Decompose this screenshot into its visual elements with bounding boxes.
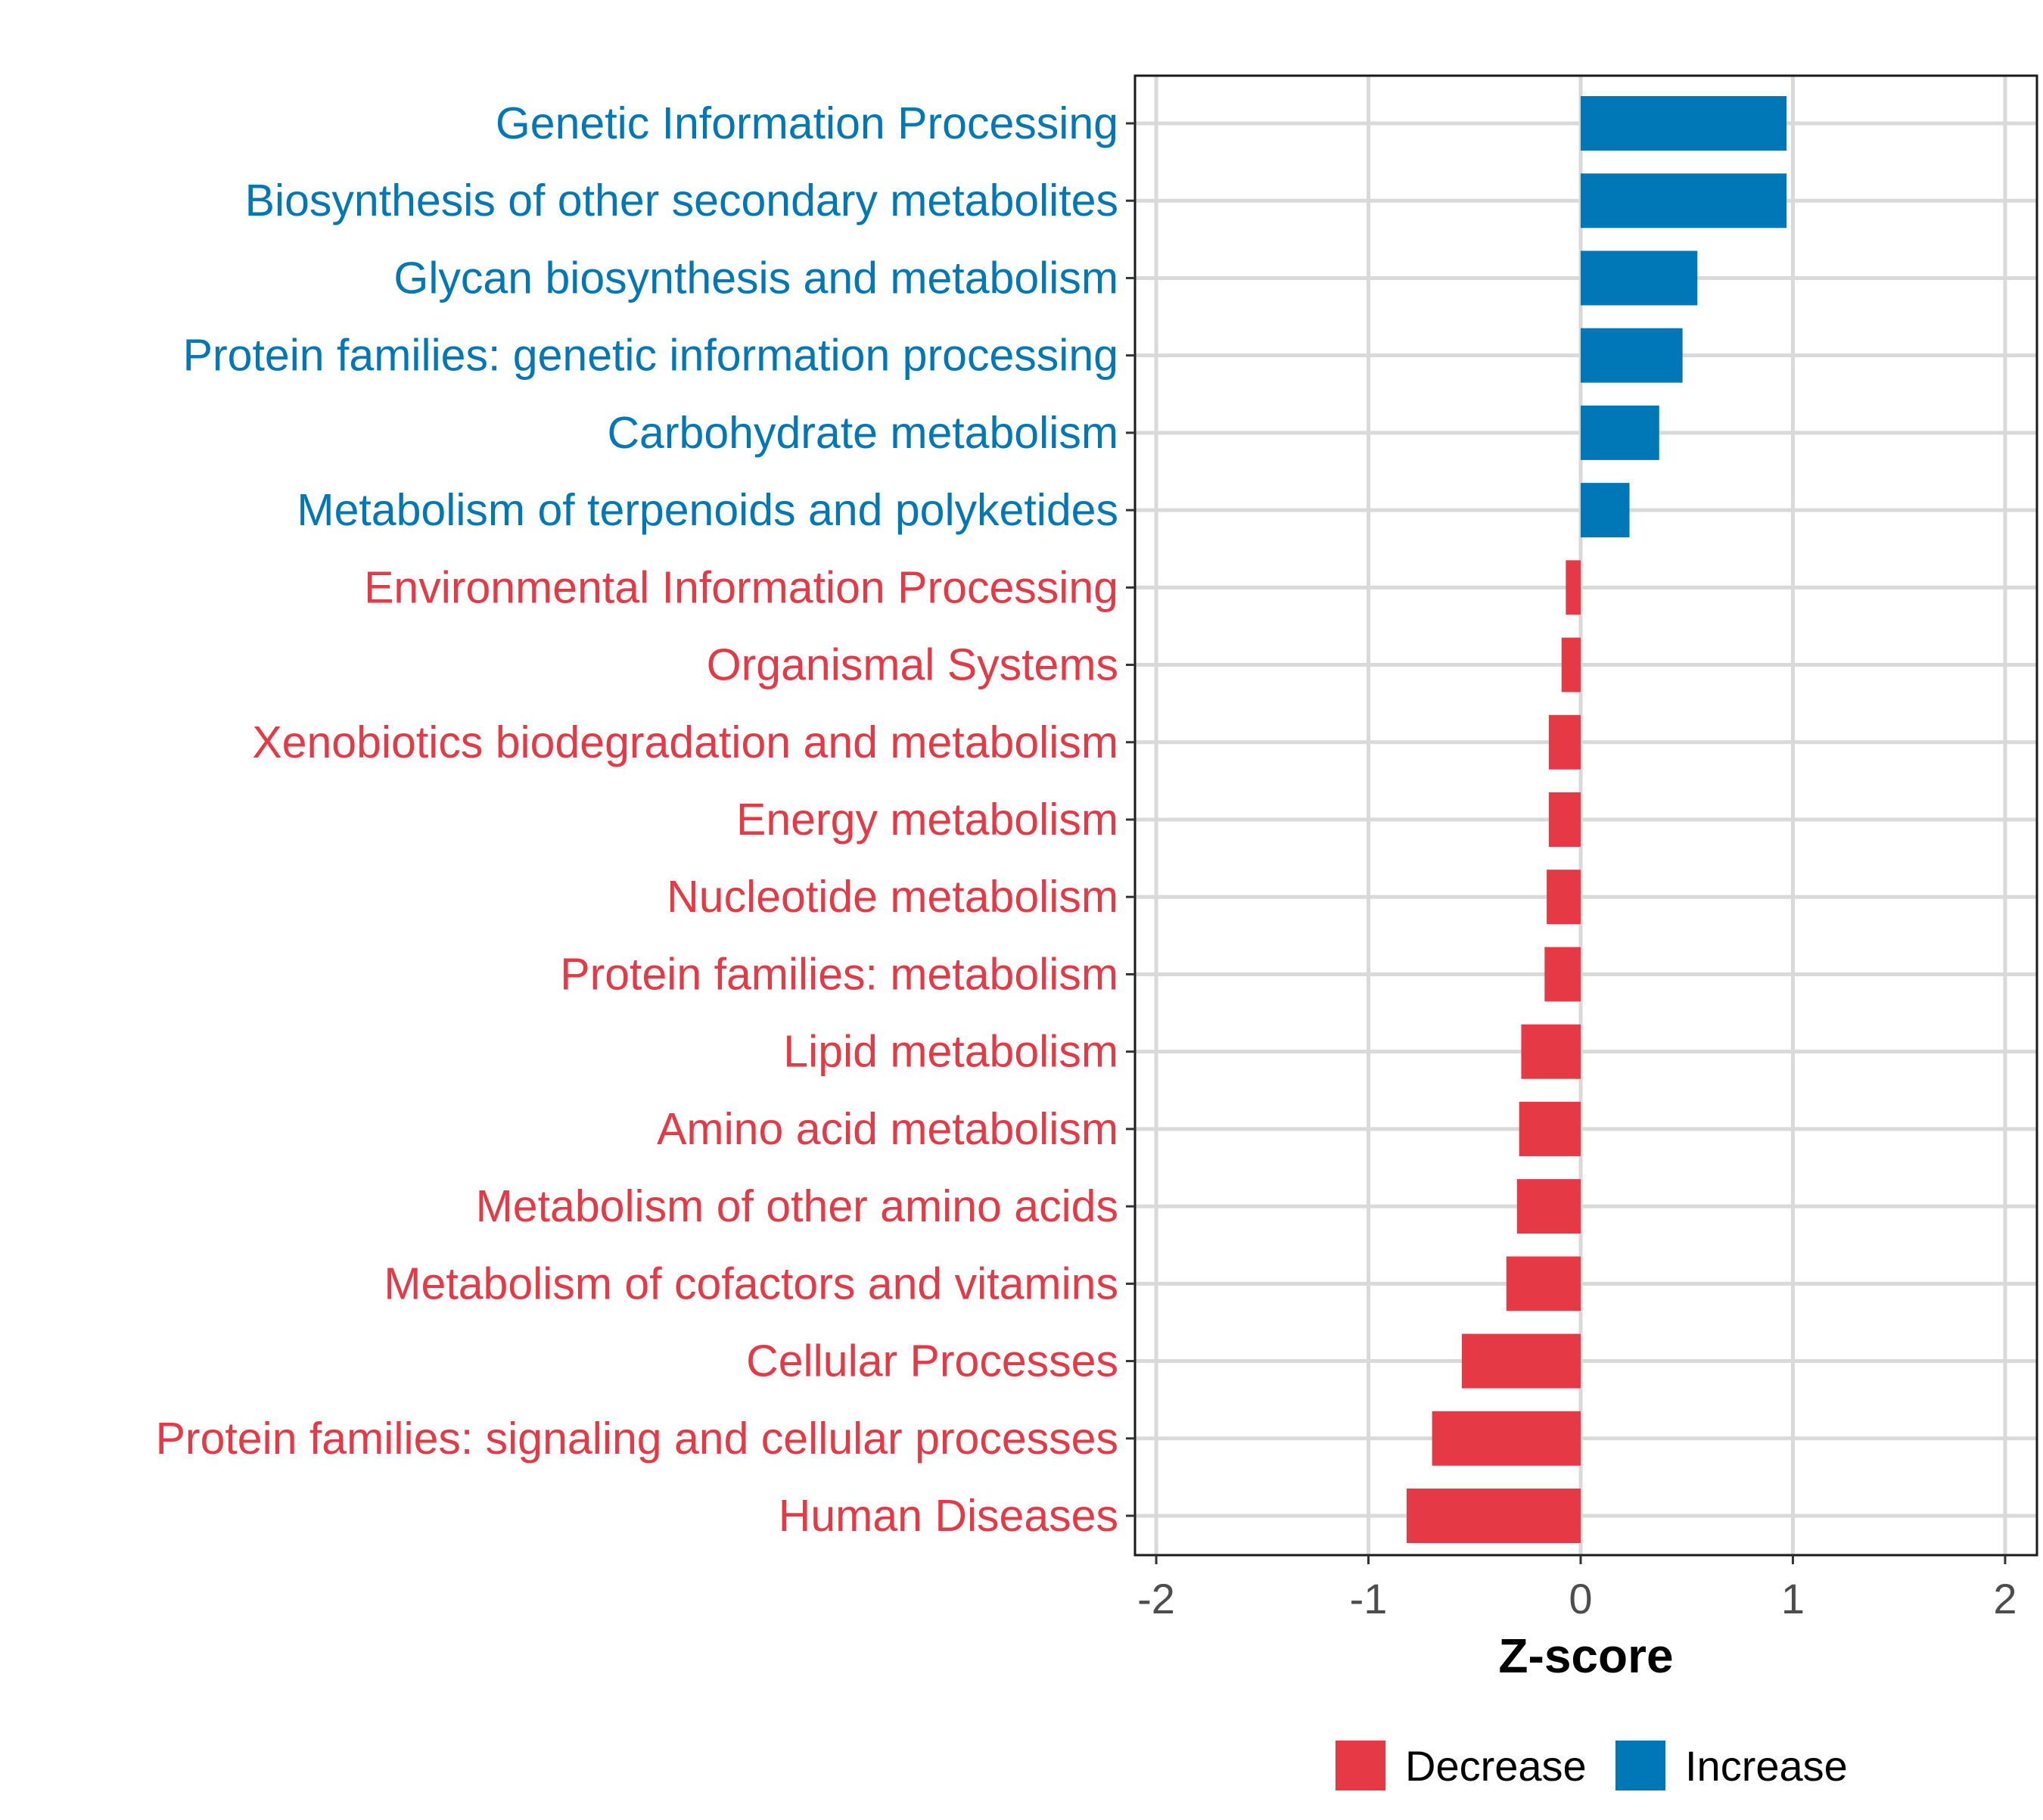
y-tick-layer: Genetic Information Processing Biosynthes… (156, 98, 1135, 1541)
bar-17 (1461, 1333, 1581, 1389)
y-tick-label: Carbohydrate metabolism (607, 408, 1118, 458)
bar-14 (1519, 1101, 1581, 1156)
y-tick-label: Environmental Information Processing (364, 562, 1118, 612)
y-tick-label: Metabolism of other amino acids (476, 1181, 1118, 1231)
bar-15 (1516, 1179, 1581, 1234)
y-tick-label: Human Diseases (779, 1491, 1118, 1541)
y-tick-label: Genetic Information Processing (496, 98, 1118, 148)
y-tick-label: Metabolism of cofactors and vitamins (384, 1258, 1118, 1308)
plot-border (1133, 74, 2038, 1557)
x-tick-label: 0 (1569, 1575, 1592, 1622)
legend: Decrease Increase (1336, 1741, 1848, 1790)
bar-10 (1548, 792, 1581, 847)
bar-layer (1407, 96, 1787, 1543)
x-axis-label: Z-score (1498, 1629, 1673, 1683)
legend-label-decrease: Decrease (1405, 1742, 1587, 1790)
y-tick-label: Organismal Systems (707, 640, 1118, 690)
bar-9 (1548, 714, 1581, 770)
bar-11 (1547, 870, 1581, 925)
legend-swatch-increase (1615, 1741, 1665, 1790)
y-tick-label: Nucleotide metabolism (667, 872, 1118, 922)
x-tick-label: 1 (1781, 1575, 1805, 1622)
y-tick-label: Biosynthesis of other secondary metaboli… (245, 176, 1118, 226)
x-tick-label: -1 (1350, 1575, 1388, 1622)
y-tick-label: Glycan biosynthesis and metabolism (393, 253, 1118, 303)
bar-2 (1580, 173, 1787, 229)
y-tick-label: Protein families: metabolism (560, 949, 1118, 999)
legend-swatch-decrease (1336, 1741, 1385, 1790)
bar-1 (1580, 96, 1787, 151)
bar-19 (1407, 1489, 1581, 1543)
x-tick-label: 2 (1993, 1575, 2017, 1622)
y-tick-label: Protein families: genetic information pr… (183, 331, 1118, 381)
bar-13 (1521, 1024, 1581, 1079)
legend-label-increase: Increase (1685, 1742, 1848, 1790)
y-tick-label: Lipid metabolism (783, 1027, 1118, 1077)
x-tick-layer: -2 -1 0 1 2 (1137, 1555, 2017, 1622)
y-tick-label: Amino acid metabolism (657, 1104, 1118, 1154)
bar-5 (1580, 405, 1659, 460)
bar-4 (1580, 328, 1683, 383)
bar-3 (1580, 250, 1698, 306)
y-tick-label: Xenobiotics biodegradation and metabolis… (252, 717, 1118, 767)
y-tick-label: Cellular Processes (746, 1336, 1118, 1386)
y-tick-label: Metabolism of terpenoids and polyketides (297, 485, 1118, 535)
bar-18 (1432, 1411, 1581, 1466)
bar-6 (1580, 483, 1630, 538)
x-tick-label: -2 (1137, 1575, 1175, 1622)
bar-7 (1566, 560, 1581, 615)
bar-8 (1561, 637, 1581, 692)
y-tick-label: Energy metabolism (736, 795, 1118, 845)
y-tick-label: Protein families: signaling and cellular… (156, 1414, 1118, 1464)
bar-12 (1544, 947, 1581, 1002)
bar-16 (1506, 1256, 1581, 1311)
